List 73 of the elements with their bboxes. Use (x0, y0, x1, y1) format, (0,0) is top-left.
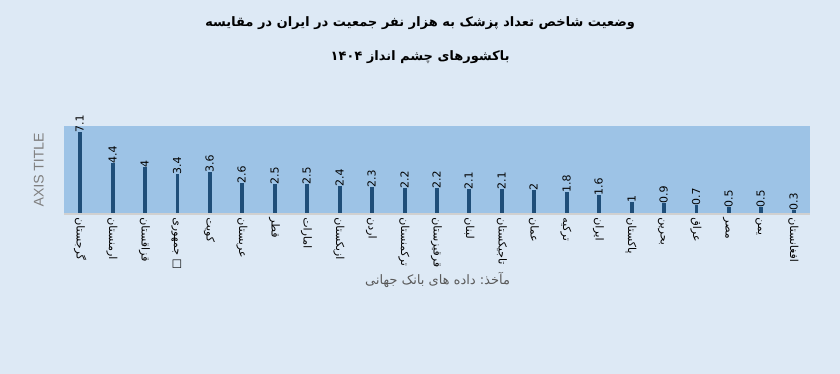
data-label: 2.1 (462, 172, 476, 189)
x-tick-label: کویت (203, 217, 216, 243)
data-label: 0.9 (658, 186, 670, 203)
data-label: 1.8 (560, 174, 574, 192)
x-tick-label: لبنان (462, 217, 476, 239)
x-tick-label: ایران (592, 217, 606, 241)
bar (565, 192, 569, 213)
data-label: 2.5 (300, 166, 314, 184)
x-tick-label: جمهوری □ (170, 217, 184, 269)
x-tick-label: قزاقستان (138, 217, 152, 262)
bar (467, 189, 471, 213)
bar (500, 189, 504, 213)
x-tick-label: عراق (690, 217, 703, 242)
bar (597, 195, 601, 213)
x-tick-label: مصر (722, 216, 736, 239)
data-label: 3.6 (204, 154, 216, 172)
x-tick-label: قطر (268, 216, 282, 238)
bar (403, 188, 407, 213)
data-label: 0.7 (690, 188, 703, 205)
x-tick-label: ترکیه (560, 217, 574, 241)
bar (695, 205, 698, 213)
data-label: 1.6 (592, 178, 606, 195)
y-axis-title: AXIS TITLE (30, 132, 47, 206)
data-label: 1 (626, 195, 638, 202)
bar (240, 183, 244, 213)
bar (532, 190, 536, 213)
data-label: 2.4 (334, 168, 346, 186)
x-tick-label: افغانستان (787, 217, 800, 262)
data-label: 0.3 (788, 192, 800, 210)
chart-title: وضعیت شاخص تعداد پزشک به هزار نفر جمعیت در ایران در مقایسه (205, 15, 635, 30)
bar (435, 188, 439, 213)
data-label: 2.3 (366, 170, 378, 187)
chart-subtitle: باکشورهای چشم انداز ۱۴۰۴ (330, 48, 510, 64)
x-tick-label: امارات (300, 217, 314, 248)
x-tick-label: عربستان (236, 217, 249, 258)
x-tick-label: تاجیکستان (495, 217, 508, 264)
bar (143, 167, 147, 213)
bar (662, 203, 666, 213)
data-label: 2.5 (268, 166, 282, 184)
x-tick-label: عمان (528, 217, 541, 242)
x-tick-label: ارمنستان (106, 217, 120, 260)
bar (176, 174, 179, 213)
bar (78, 132, 82, 213)
data-label: 0.5 (754, 190, 768, 207)
bar (792, 210, 796, 213)
bar (111, 163, 115, 213)
bar (208, 172, 212, 213)
text: مآخذ: داده های بانک جهانی (365, 271, 510, 288)
data-label: 2.2 (430, 170, 444, 188)
x-tick-label: یمن (754, 217, 768, 235)
x-tick-label: بحرین (657, 217, 670, 245)
data-label: 2.2 (398, 170, 412, 188)
x-tick-label: قرقیزستان (430, 217, 444, 268)
bar (305, 184, 309, 213)
data-label: 7.1 (74, 114, 86, 132)
x-tick-label: پاکستان (625, 217, 638, 254)
x-tick-label: ازبکستان (333, 217, 346, 260)
bar (370, 187, 374, 213)
bar (338, 186, 342, 213)
data-label: 0.5 (722, 190, 736, 207)
bar (273, 184, 277, 213)
x-tick-label: ترکمنستان (398, 217, 411, 266)
bar (630, 202, 634, 213)
x-tick-label: گرجستان (74, 217, 87, 261)
bar (727, 207, 731, 213)
data-label: 2 (528, 183, 540, 190)
bar (759, 207, 763, 213)
x-tick-label: اردن (366, 217, 379, 239)
data-label: 4 (138, 160, 152, 167)
data-label: 3.4 (171, 156, 184, 174)
data-label: 4.4 (106, 146, 120, 163)
data-label: 2.6 (236, 166, 248, 183)
data-label: 2.1 (496, 172, 508, 189)
